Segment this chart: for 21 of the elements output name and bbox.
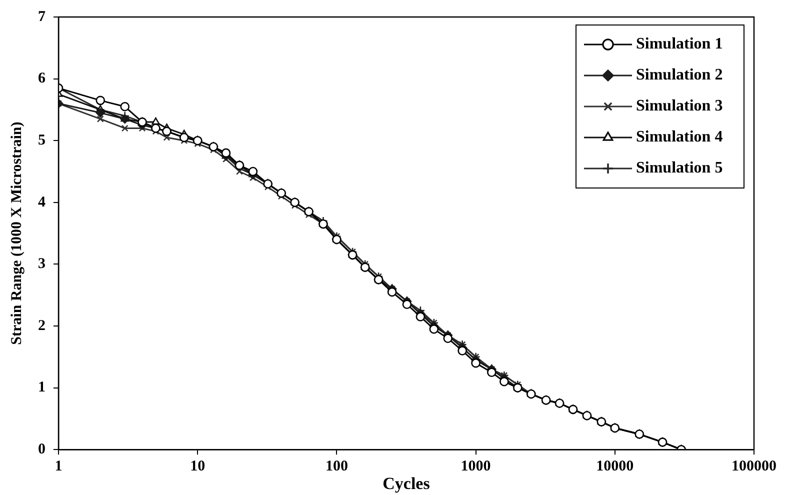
y-tick-label: 1: [38, 380, 46, 396]
legend-label: Simulation 1: [636, 36, 723, 53]
legend-label: Simulation 4: [636, 128, 723, 146]
y-tick-label: 6: [38, 70, 46, 87]
legend-label: Simulation 3: [636, 98, 723, 115]
x-tick-label: 1000: [460, 458, 491, 474]
x-tick-label: 10: [190, 458, 206, 474]
y-tick-label: 7: [38, 8, 46, 25]
x-tick-label: 10000: [596, 458, 634, 474]
legend-label: Simulation 5: [636, 160, 723, 177]
x-tick-label: 100000: [732, 458, 776, 474]
y-tick-label: 5: [38, 132, 46, 148]
legend-label: Simulation 2: [636, 66, 723, 84]
y-tick-label: 3: [38, 256, 46, 272]
x-tick-label: 100: [325, 458, 348, 474]
y-tick-label: 4: [38, 194, 46, 210]
y-axis-title: Strain Range (1000 X Microstrain): [8, 122, 25, 345]
x-axis-title: Cycles: [382, 474, 430, 494]
x-tick-label: 1: [54, 458, 62, 474]
y-tick-label: 0: [38, 441, 46, 458]
y-tick-label: 2: [38, 318, 46, 334]
